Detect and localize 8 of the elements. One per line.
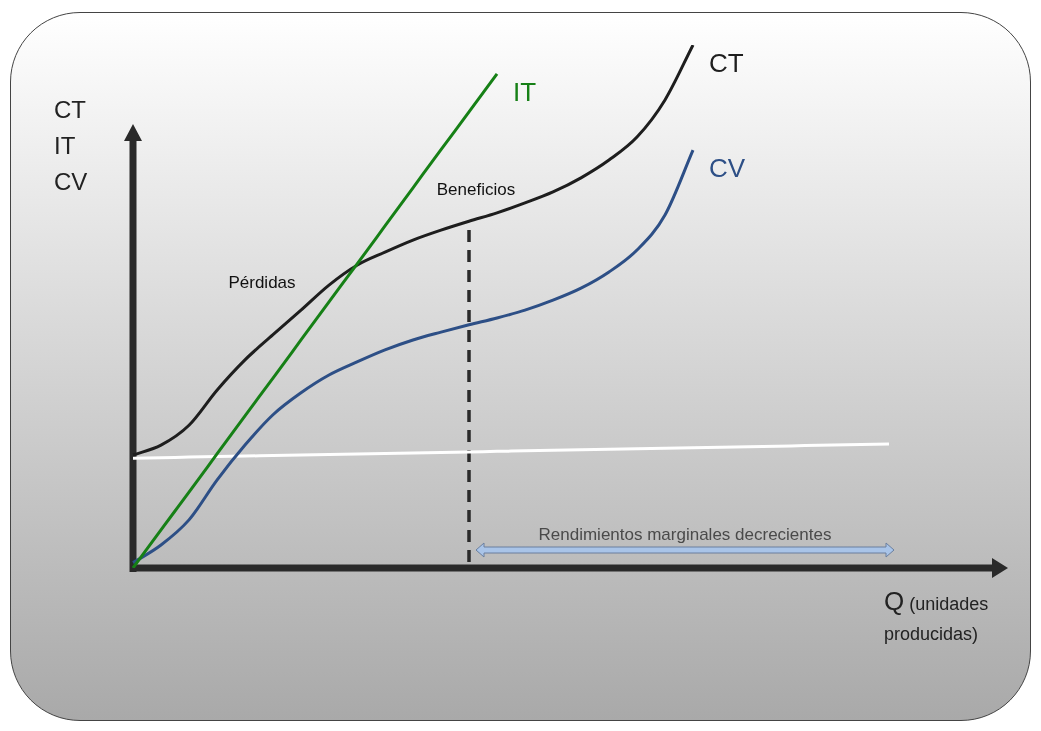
annotation: Beneficios — [436, 179, 516, 199]
annotation: Pérdidas — [228, 272, 296, 292]
series-label: CT — [709, 48, 744, 79]
annotation: Rendimientos marginales decrecientes — [538, 524, 832, 544]
series-label: IT — [513, 76, 537, 107]
y-axis-title: CT IT CV — [54, 95, 88, 197]
series-label: CV — [709, 153, 746, 184]
x-axis-title: Q (unidades producidas) — [884, 586, 990, 646]
